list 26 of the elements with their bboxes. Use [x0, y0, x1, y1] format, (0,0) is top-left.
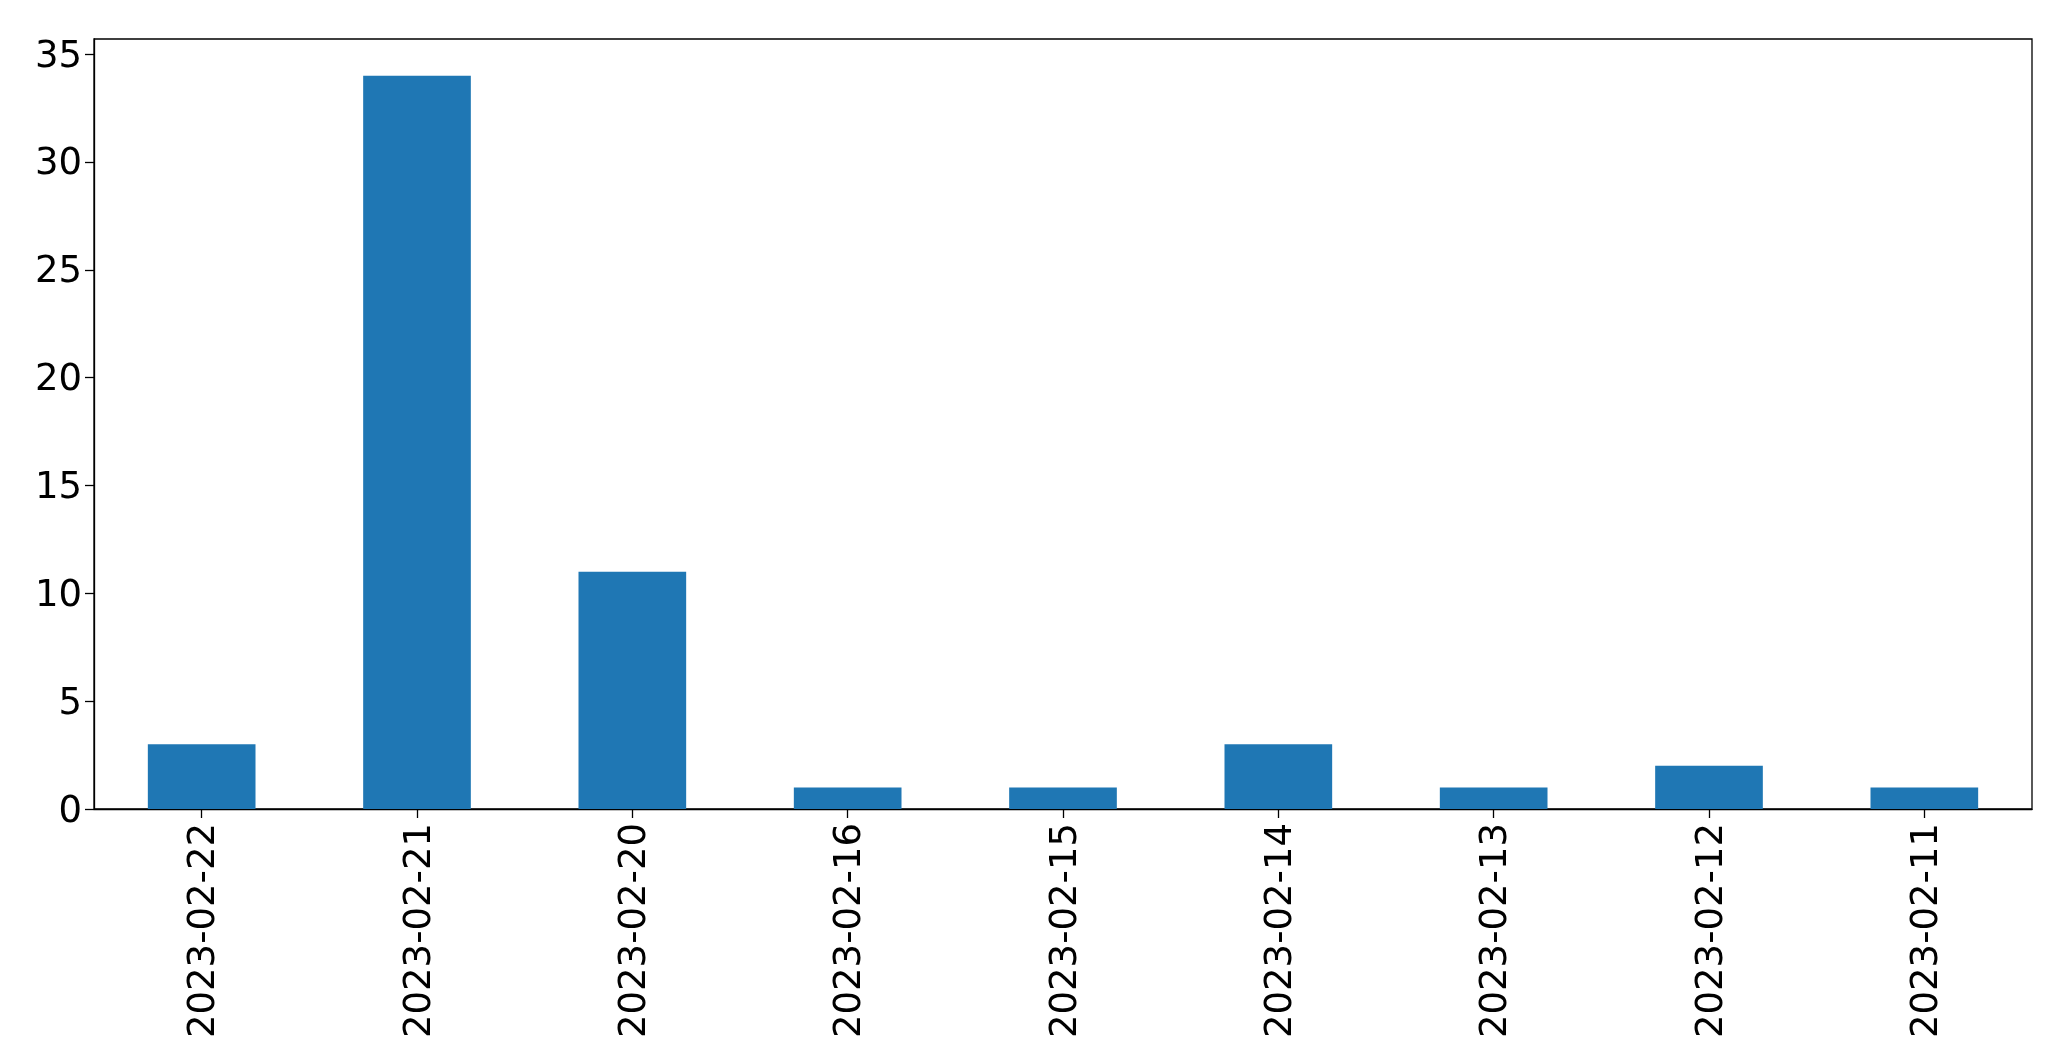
bar [1439, 787, 1548, 809]
bar [1009, 787, 1117, 809]
y-tick-label: 15 [34, 463, 82, 507]
x-tick-label: 2023-02-12 [1687, 823, 1731, 1039]
y-tick-label: 20 [34, 356, 82, 400]
x-tick-label: 2023-02-13 [1472, 823, 1516, 1039]
bar [578, 571, 687, 809]
bar [147, 744, 256, 809]
x-tick-label: 2023-02-22 [180, 823, 224, 1039]
y-tick-label: 5 [58, 679, 82, 723]
bar [363, 75, 471, 809]
x-tick-label: 2023-02-21 [395, 823, 439, 1039]
y-tick-label: 10 [34, 571, 82, 615]
x-tick-label: 2023-02-15 [1041, 823, 1085, 1039]
bar [1224, 744, 1333, 809]
x-tick-label: 2023-02-16 [826, 823, 870, 1039]
x-tick-label: 2023-02-11 [1902, 823, 1946, 1039]
y-tick-label: 35 [34, 32, 82, 76]
x-tick-label: 2023-02-14 [1256, 823, 1300, 1039]
x-tick-label: 2023-02-20 [610, 823, 654, 1039]
bar [1870, 787, 1979, 809]
bar [1655, 765, 1763, 809]
bar [793, 787, 902, 809]
y-tick-label: 0 [58, 787, 82, 831]
y-tick-label: 25 [34, 248, 82, 292]
y-tick-label: 30 [34, 140, 82, 184]
